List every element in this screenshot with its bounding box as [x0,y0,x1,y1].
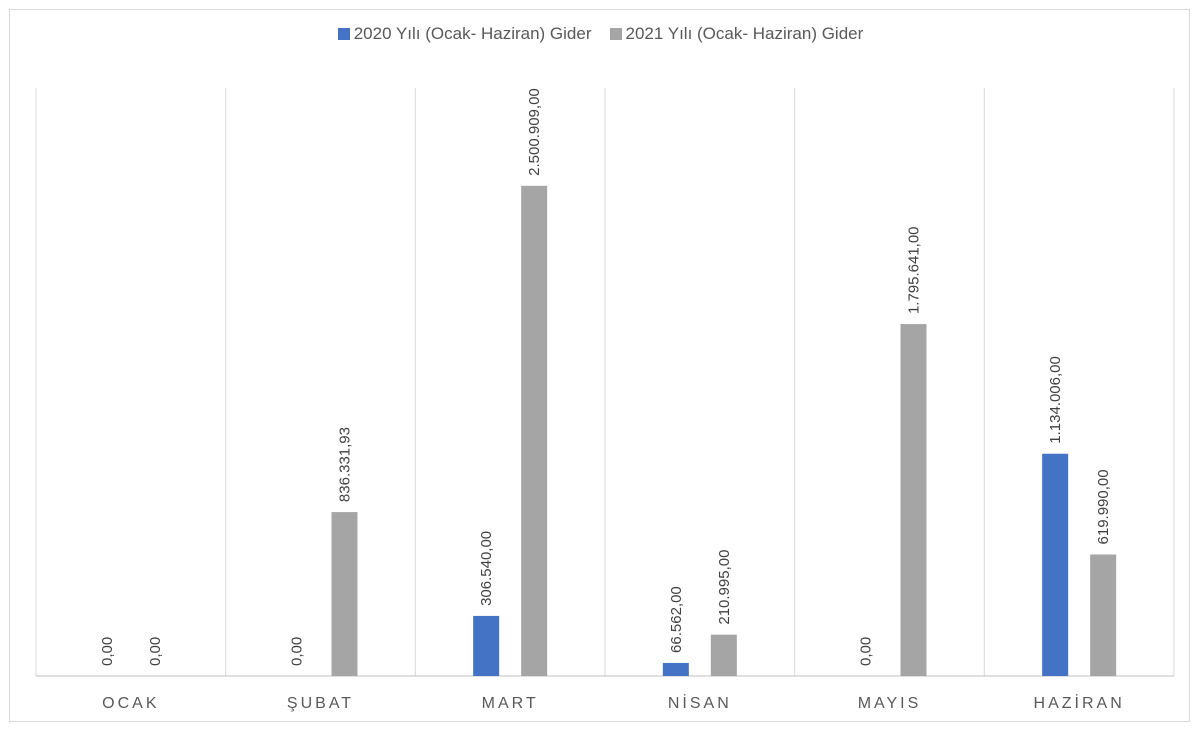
bar [521,186,547,676]
data-label: 1.795.641,00 [906,226,923,314]
bar [1090,554,1116,676]
data-label: 210.995,00 [716,550,733,625]
x-tick-label: MART [482,695,539,712]
x-tick-label: MAYIS [858,695,922,712]
bar [901,324,927,676]
data-label: 66.562,00 [668,586,685,653]
data-label: 0,00 [99,637,116,666]
data-label: 0,00 [858,637,875,666]
data-label: 0,00 [289,637,306,666]
bar [332,512,358,676]
data-label: 1.134.006,00 [1047,356,1064,444]
x-tick-label: ŞUBAT [287,695,354,712]
bar [1042,454,1068,676]
data-label: 2.500.909,00 [526,88,543,176]
bar [663,663,689,676]
data-label: 306.540,00 [478,531,495,606]
x-tick-label: NİSAN [668,693,732,712]
bar [711,635,737,676]
data-label: 619.990,00 [1095,469,1112,544]
bar [473,616,499,676]
x-tick-label: OCAK [102,695,159,712]
data-label: 0,00 [147,637,164,666]
data-label: 836.331,93 [337,427,354,502]
x-tick-label: HAZİRAN [1034,693,1125,712]
